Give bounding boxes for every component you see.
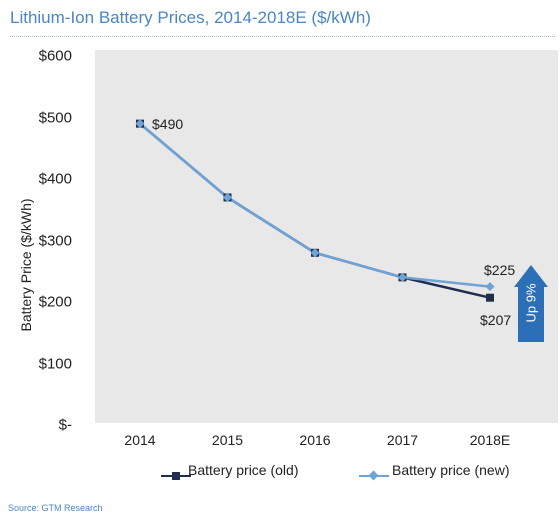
y-tick-label: $- — [58, 416, 72, 434]
y-tick-label: $600 — [38, 47, 72, 65]
series-point-new — [135, 119, 145, 129]
x-tick-label: 2015 — [211, 432, 244, 448]
series-line-old — [139, 122, 491, 299]
y-tick-label: $400 — [38, 170, 72, 188]
x-tick-label: 2016 — [299, 432, 331, 448]
series-point-old — [486, 293, 494, 302]
chart-title: Lithium-Ion Battery Prices, 2014-2018E (… — [10, 8, 371, 27]
series-point-new — [485, 282, 495, 292]
y-tick-label: $100 — [38, 355, 72, 372]
legend-swatch-old — [161, 472, 191, 480]
y-tick-label: $300 — [38, 232, 72, 249]
legend-swatch-new — [359, 470, 389, 481]
x-tick-label: 2017 — [386, 432, 419, 448]
source-note: Source: GTM Research — [8, 503, 103, 513]
plot-area — [95, 50, 558, 423]
title-divider — [10, 36, 555, 37]
legend-item-old: Battery price (old) — [188, 462, 299, 478]
y-tick-label: $500 — [38, 109, 72, 126]
data-label-2018-new: $225 — [484, 261, 516, 278]
up-arrow-icon — [514, 265, 548, 342]
x-tick-label: 2018E — [469, 432, 511, 448]
x-tick-label: 2014 — [124, 432, 156, 448]
data-label-2018-old: $207 — [480, 311, 512, 328]
legend-item-new: Battery price (new) — [392, 462, 510, 478]
data-label-2014: $490 — [152, 115, 184, 132]
series-line-new — [139, 122, 491, 288]
up-arrow-label: Up 9% — [523, 283, 539, 323]
series-point-new — [222, 192, 233, 202]
y-tick-label: $200 — [38, 293, 72, 311]
series-point-new — [310, 248, 320, 258]
